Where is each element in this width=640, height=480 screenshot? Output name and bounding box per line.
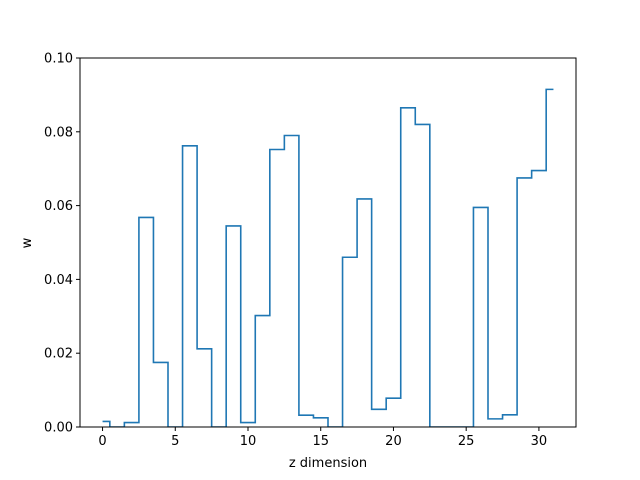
axes-frame (79, 57, 577, 428)
x-tick-label: 0 (98, 434, 106, 449)
y-tick-label: 0.00 (44, 421, 73, 436)
y-axis-ticks: 0.00 0.02 0.04 0.06 0.08 0.10 (44, 52, 80, 436)
y-tick-label: 0.08 (44, 125, 73, 140)
y-tick-label: 0.02 (44, 347, 73, 362)
x-tick-label: 15 (312, 434, 329, 449)
x-tick-label: 20 (385, 434, 402, 449)
y-axis-label: w (20, 237, 35, 248)
y-tick-label: 0.04 (44, 273, 73, 288)
y-tick-label: 0.10 (44, 52, 73, 67)
plot-area (102, 88, 554, 427)
x-tick-label: 5 (171, 434, 179, 449)
series-step-line (102, 88, 554, 427)
y-tick-label: 0.06 (44, 199, 73, 214)
x-tick-label: 25 (458, 434, 475, 449)
x-axis-ticks: 0 5 10 15 20 25 30 (98, 427, 547, 449)
x-axis-label: z dimension (289, 456, 367, 471)
x-tick-label: 30 (531, 434, 548, 449)
x-tick-label: 10 (240, 434, 257, 449)
